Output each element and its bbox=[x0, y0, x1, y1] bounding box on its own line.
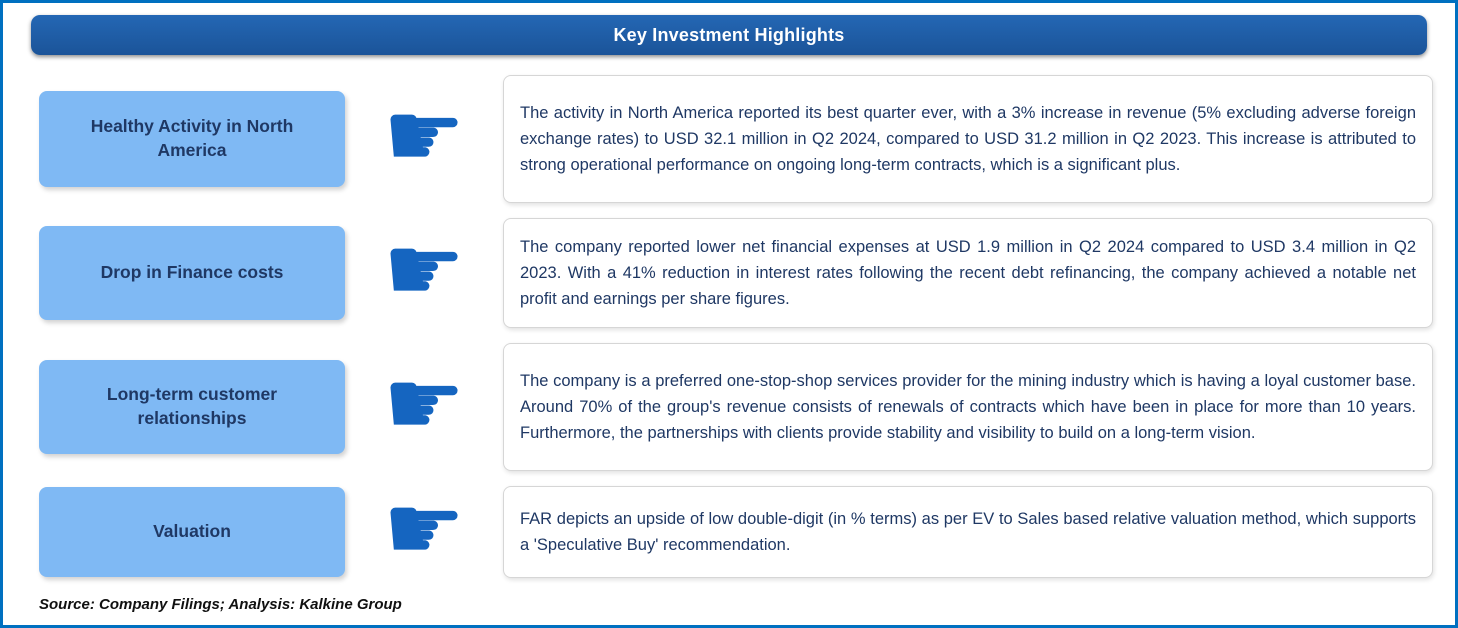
highlight-label: Long-term customer relationships bbox=[39, 360, 345, 454]
highlight-text: FAR depicts an upside of low double-digi… bbox=[520, 509, 1416, 554]
pointing-hand-icon: ☛ bbox=[382, 84, 466, 187]
header-bar: Key Investment Highlights bbox=[31, 15, 1427, 55]
highlight-text: The activity in North America reported i… bbox=[520, 103, 1416, 175]
highlight-label-text: Valuation bbox=[153, 521, 231, 542]
highlight-text-card: The company is a preferred one-stop-shop… bbox=[503, 343, 1433, 471]
highlight-row-customer-relationships: Long-term customer relationships ☛ The c… bbox=[39, 343, 1433, 471]
highlight-text-card: The company reported lower net financial… bbox=[503, 218, 1433, 328]
highlight-label: Valuation bbox=[39, 487, 345, 577]
pointing-hand-icon: ☛ bbox=[382, 477, 466, 580]
highlight-row-healthy-activity: Healthy Activity in North America ☛ The … bbox=[39, 75, 1433, 203]
highlight-row-finance-costs: Drop in Finance costs ☛ The company repo… bbox=[39, 218, 1433, 328]
highlight-text-card: The activity in North America reported i… bbox=[503, 75, 1433, 203]
pointing-hand-icon: ☛ bbox=[382, 352, 466, 455]
highlight-label-text: Drop in Finance costs bbox=[100, 262, 284, 283]
highlights-list: Healthy Activity in North America ☛ The … bbox=[39, 75, 1433, 578]
highlight-label-text: Healthy Activity in North America bbox=[90, 116, 294, 160]
source-note: Source: Company Filings; Analysis: Kalki… bbox=[39, 596, 402, 613]
highlight-label: Healthy Activity in North America bbox=[39, 91, 345, 187]
highlight-label: Drop in Finance costs bbox=[39, 226, 345, 320]
pointing-hand-icon: ☛ bbox=[382, 218, 466, 321]
highlight-text: The company is a preferred one-stop-shop… bbox=[520, 371, 1416, 443]
highlight-text-card: FAR depicts an upside of low double-digi… bbox=[503, 486, 1433, 578]
highlight-text: The company reported lower net financial… bbox=[520, 237, 1416, 309]
highlight-label-text: Long-term customer relationships bbox=[106, 384, 278, 428]
page-title: Key Investment Highlights bbox=[613, 24, 845, 45]
highlight-row-valuation: Valuation ☛ FAR depicts an upside of low… bbox=[39, 477, 1433, 580]
